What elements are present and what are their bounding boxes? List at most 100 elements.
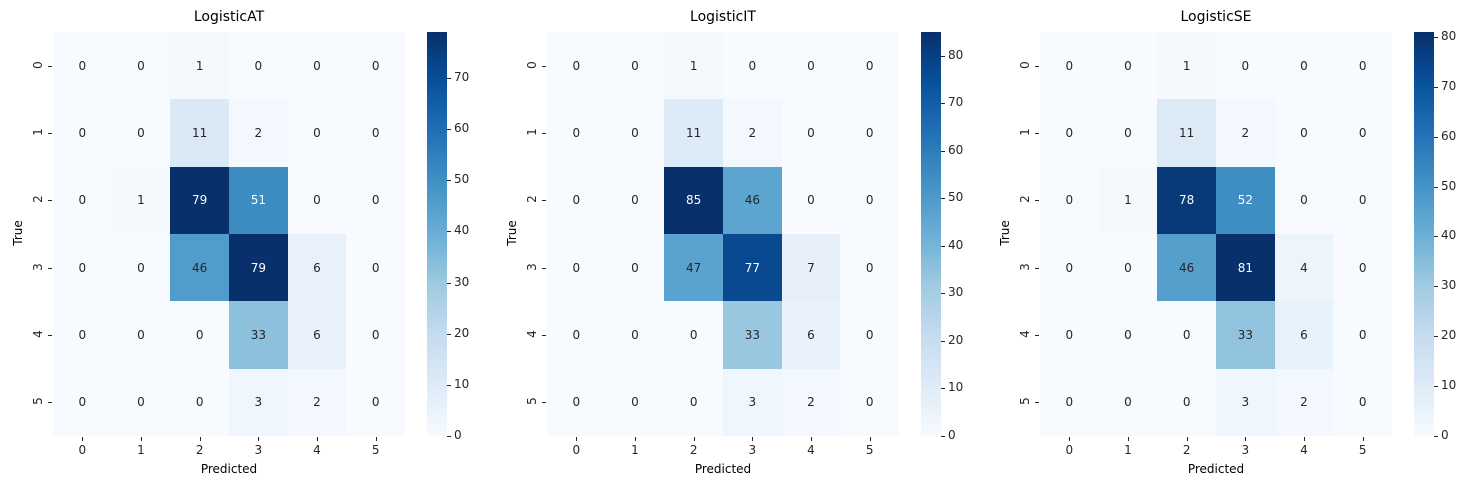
x-tick-mark xyxy=(811,437,812,441)
heatmap-cell: 0 xyxy=(287,166,347,234)
y-tick-mark xyxy=(542,402,546,404)
heatmap-cell: 0 xyxy=(781,32,841,100)
heatmap-cell: 52 xyxy=(1216,166,1275,234)
heatmap-cell: 0 xyxy=(723,32,782,100)
heatmap-cell: 0 xyxy=(346,234,405,302)
heatmap-cell: 3 xyxy=(229,368,288,436)
heatmap-cell: 2 xyxy=(723,99,782,167)
heatmap-cell: 0 xyxy=(170,301,229,369)
heatmap-cell: 0 xyxy=(547,368,606,436)
colorbar-tick-label: 70 xyxy=(948,95,964,110)
heatmap-cell: 2 xyxy=(287,368,347,436)
colorbar-tick-mark xyxy=(447,384,451,386)
x-tick-label: 4 xyxy=(1300,443,1308,457)
heatmap-cell: 1 xyxy=(1157,32,1216,100)
x-tick-label: 0 xyxy=(572,443,581,457)
colorbar-tick-mark xyxy=(1434,336,1438,338)
y-tick-mark xyxy=(48,267,52,269)
heatmap-cell: 0 xyxy=(547,301,606,369)
x-axis-label: Predicted xyxy=(694,462,752,476)
heatmap-cell: 6 xyxy=(287,301,347,369)
x-tick-mark xyxy=(1362,437,1364,441)
y-tick-mark xyxy=(542,65,546,67)
colorbar-tick-label: 40 xyxy=(948,237,964,252)
chart-title: LogisticIT xyxy=(690,9,756,25)
heatmap-cell: 0 xyxy=(111,301,171,369)
x-tick-label: 2 xyxy=(689,443,698,457)
heatmap-cell: 0 xyxy=(547,166,606,234)
heatmap-cell: 2 xyxy=(781,368,841,436)
heatmap-cell: 0 xyxy=(1333,32,1392,100)
colorbar-tick-label: 20 xyxy=(1441,328,1457,343)
heatmap-cell: 0 xyxy=(1040,32,1099,100)
x-tick-label: 2 xyxy=(1182,443,1191,457)
heatmap-cell: 0 xyxy=(229,32,288,100)
heatmap-cell: 33 xyxy=(229,301,288,369)
x-tick-mark xyxy=(1069,437,1071,441)
heatmap-cell: 0 xyxy=(1040,166,1099,234)
heatmap-cell: 0 xyxy=(53,99,112,167)
colorbar-tick-label: 80 xyxy=(948,47,964,62)
colorbar-tick-label: 50 xyxy=(1441,178,1457,193)
heatmap-cell: 0 xyxy=(1216,32,1275,100)
heatmap-cell: 0 xyxy=(1040,368,1099,436)
heatmap-cell: 0 xyxy=(840,32,899,100)
heatmap-cell: 46 xyxy=(1157,234,1216,302)
heatmap-grid: 0 0 1 0 0 0 0 0 11 2 0 0 0 1 79 51 0 0 0 0 46 79 6 0 0 0 0 33 6 0 0 0 0 3… xyxy=(53,32,405,436)
x-tick-label: 3 xyxy=(254,443,263,457)
heatmap-cell: 0 xyxy=(840,368,899,436)
heatmap-grid: 0 0 1 0 0 0 0 0 11 2 0 0 0 1 78 52 0 0 0 0 46 81 4 0 0 0 0 33 6 0 0 0 0 3… xyxy=(1040,32,1392,436)
y-tick-label: 5 xyxy=(1018,397,1032,406)
heatmap-cell: 11 xyxy=(170,99,229,167)
colorbar-tick-mark xyxy=(1434,386,1438,388)
heatmap-cell: 0 xyxy=(1274,166,1334,234)
colorbar-tick-label: 30 xyxy=(454,274,470,289)
x-tick-mark xyxy=(576,437,578,441)
heatmap-cell: 0 xyxy=(1098,368,1158,436)
heatmap-cell: 1 xyxy=(170,32,229,100)
heatmap-cell: 51 xyxy=(229,166,288,234)
heatmap-cell: 0 xyxy=(1333,166,1392,234)
colorbar-tick-label: 70 xyxy=(454,70,470,85)
heatmap-cell: 0 xyxy=(840,166,899,234)
y-tick-label: 1 xyxy=(1018,128,1032,136)
heatmap-cell: 0 xyxy=(1098,301,1158,369)
y-tick-mark xyxy=(1035,200,1039,202)
chart-title: LogisticSE xyxy=(1180,9,1252,25)
heatmap-cell: 1 xyxy=(1098,166,1158,234)
y-tick-label: 2 xyxy=(1018,195,1032,204)
heatmap-cell: 0 xyxy=(287,99,347,167)
heatmap-cell: 0 xyxy=(53,234,112,302)
x-axis-label: Predicted xyxy=(1187,462,1245,476)
heatmap-cell: 0 xyxy=(1274,99,1334,167)
heatmap-cell: 3 xyxy=(1216,368,1275,436)
heatmap-cell: 0 xyxy=(287,32,347,100)
x-tick-mark xyxy=(635,437,636,441)
x-tick-label: 5 xyxy=(865,443,874,457)
heatmap-cell: 33 xyxy=(723,301,782,369)
heatmap-cell: 0 xyxy=(53,32,112,100)
heatmap-cell: 0 xyxy=(346,301,405,369)
heatmap-cell: 1 xyxy=(111,166,171,234)
colorbar-tick-label: 70 xyxy=(1441,78,1457,93)
heatmap-cell: 0 xyxy=(1274,32,1334,100)
heatmap-cell: 0 xyxy=(111,32,171,100)
y-tick-mark xyxy=(1035,335,1039,336)
chart-title: LogisticAT xyxy=(193,9,265,25)
heatmap-cell: 0 xyxy=(111,234,171,302)
heatmap-cell: 0 xyxy=(605,368,665,436)
colorbar xyxy=(427,32,447,436)
x-tick-mark xyxy=(199,437,201,441)
colorbar-tick-mark xyxy=(1434,136,1438,138)
heatmap-cell: 0 xyxy=(1040,234,1099,302)
x-tick-label: 3 xyxy=(1241,443,1250,457)
heatmap-cell: 0 xyxy=(605,301,665,369)
y-tick-mark xyxy=(542,200,546,202)
heatmap-cell: 0 xyxy=(840,301,899,369)
y-tick-mark xyxy=(48,402,52,404)
heatmap-cell: 46 xyxy=(170,234,229,302)
y-tick-mark xyxy=(542,133,546,134)
colorbar-tick-label: 10 xyxy=(948,380,964,395)
